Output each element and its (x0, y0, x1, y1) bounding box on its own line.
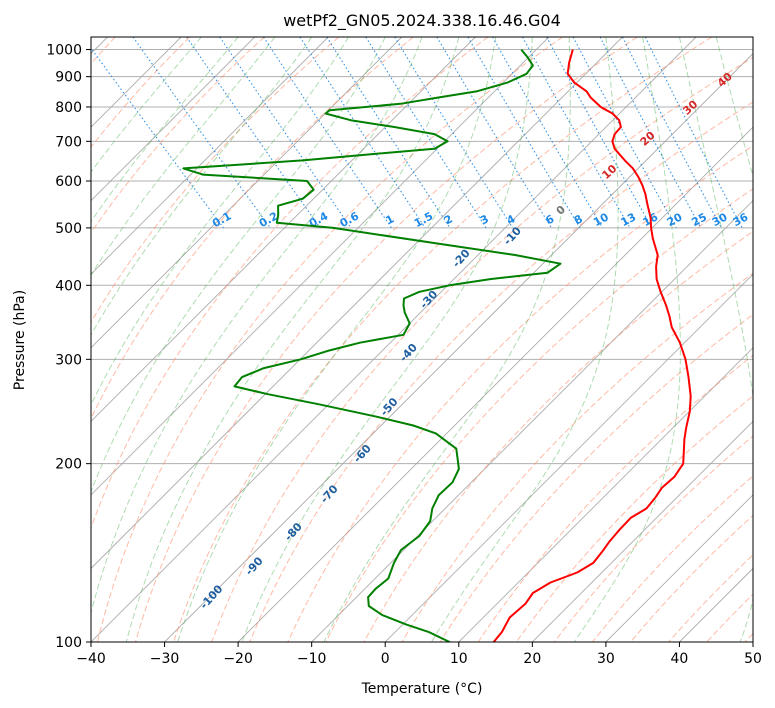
y-tick-label: 900 (55, 70, 82, 86)
isotherm-line (164, 52, 753, 642)
dry-adiabat-line (363, 230, 753, 642)
dry-adiabat-line (515, 395, 753, 642)
dry-adiabat-line (477, 354, 753, 642)
mixing-ratio-line (186, 37, 321, 229)
moist-adiabat-line (91, 37, 386, 493)
mixing-ratio-line (326, 37, 451, 229)
mixing-ratio-line (394, 37, 514, 229)
isotherm-line (91, 37, 476, 422)
dry-adiabat-line (135, 37, 638, 642)
mixing-ratio-line (572, 37, 677, 229)
plot-frame (90, 36, 754, 643)
x-tick-label: −20 (223, 651, 253, 667)
dry-adiabat-line (91, 37, 340, 324)
moist-adiabat-line (323, 37, 571, 642)
isotherm-line (605, 494, 753, 642)
dry-adiabat-line (401, 272, 753, 642)
dry-adiabat-line (96, 37, 563, 642)
moist-adiabat-line (91, 37, 239, 223)
chart-title: wetPf2_GN05.2024.338.16.46.G04 (283, 11, 561, 31)
isotherm-line (91, 37, 697, 642)
y-tick-label: 300 (55, 352, 82, 368)
x-tick-label: 50 (744, 651, 762, 667)
moist-adiabat-line (715, 37, 753, 178)
x-tick-label: −10 (297, 651, 327, 667)
isotherm-line (91, 37, 255, 202)
dry-adiabat-line (592, 475, 753, 642)
moist-adiabat-line (91, 37, 313, 336)
moist-adiabat-line (91, 37, 276, 276)
mixing-ratio-line (132, 37, 271, 229)
mixing-ratio-line (219, 37, 352, 229)
moist-adiabat-line (678, 37, 753, 642)
dry-adiabat-line (630, 514, 753, 642)
moist-adiabat-line (573, 37, 681, 642)
y-tick-label: 700 (55, 134, 82, 150)
x-axis-label: Temperature (°C) (361, 681, 483, 697)
dry-adiabat-line (249, 101, 753, 642)
moist-adiabat-line (431, 37, 619, 642)
dry-adiabat-line (91, 37, 489, 530)
mixing-ratio-line (522, 37, 631, 229)
moist-adiabat-line (241, 37, 533, 642)
dry-adiabat-line (91, 37, 414, 420)
mixing-ratio-line (436, 37, 552, 229)
x-tick-label: 20 (523, 651, 541, 667)
mixing-ratio-line (546, 37, 653, 229)
isotherm-line (91, 37, 550, 496)
mixing-ratio-label: 30 (710, 210, 730, 229)
mixing-ratio-label: 10 (591, 210, 611, 229)
moist-adiabat-line (91, 37, 202, 173)
isotherm-line (384, 273, 753, 642)
y-tick-label: 100 (55, 635, 82, 651)
isotherm-line (532, 420, 753, 642)
isotherm-line (91, 37, 329, 275)
y-tick-label: 1000 (46, 43, 82, 59)
x-tick-label: 40 (671, 651, 689, 667)
y-tick-label: 600 (55, 174, 82, 190)
dry-adiabat-line (554, 435, 753, 642)
x-tick-label: 10 (450, 651, 468, 667)
isotherm-line (91, 37, 403, 349)
isotherm-line (237, 126, 753, 642)
isotherm-line (458, 347, 753, 642)
x-tick-label: −40 (76, 651, 106, 667)
mixing-ratio-line (467, 37, 581, 229)
mixing-ratio-label: 25 (689, 210, 709, 229)
y-axis-label: Pressure (hPa) (12, 290, 28, 390)
axis-ticks: −40 −30 −20 −10 0 10 20 30 40 50 100 200 300 400 500 60… (46, 43, 762, 667)
mixing-ratio-label: 20 (665, 210, 685, 229)
y-tick-label: 200 (55, 457, 82, 473)
x-tick-label: 0 (381, 651, 390, 667)
x-tick-label: 30 (597, 651, 615, 667)
dry-adiabat-line (439, 313, 753, 642)
plot-area: 0.1 0.2 0.4 0.6 1 1.5 2 3 4 6 8 10 13 16 20 25 30 36-100-… (91, 37, 753, 642)
mixing-ratio-label: 13 (619, 210, 639, 229)
temperature-profile-line (492, 49, 692, 642)
y-tick-label: 400 (55, 278, 82, 294)
x-tick-label: −30 (150, 651, 180, 667)
dry-adiabat-line (325, 188, 753, 642)
dry-adiabat-line (287, 145, 753, 642)
dry-adiabat-line (211, 56, 753, 642)
moist-adiabat-line (91, 37, 423, 615)
isotherm-line (91, 37, 623, 570)
mixing-ratio-line (492, 37, 604, 229)
moist-adiabat-line (125, 37, 460, 642)
y-tick-label: 800 (55, 100, 82, 116)
mixing-ratio-label: 36 (731, 210, 751, 229)
dewpoint-profile-line (182, 48, 562, 642)
dry-adiabat-line (91, 37, 191, 148)
y-tick-label: 500 (55, 221, 82, 237)
moist-adiabat-line (177, 37, 497, 642)
